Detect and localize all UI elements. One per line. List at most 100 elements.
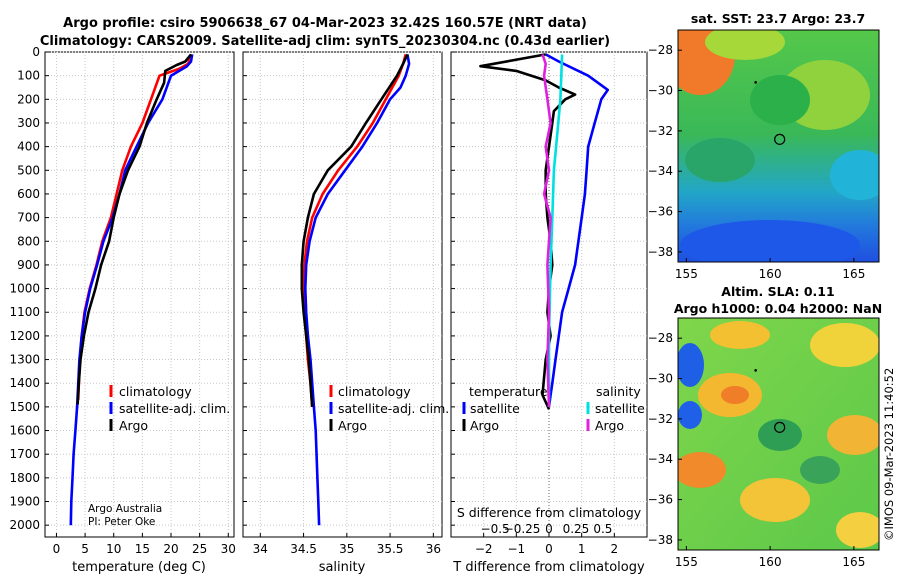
y-tick-label: 900: [17, 258, 40, 272]
sst-cool-patch: [685, 138, 755, 182]
map-x-tick-label: 165: [842, 555, 865, 569]
series-line-s-argo: [541, 53, 552, 407]
sst-warm-patch: [705, 30, 785, 60]
credit-line-1: Argo Australia: [88, 503, 162, 515]
temperature-ticks: 0100200300400500600700800900100011001200…: [9, 45, 235, 556]
x-tick-label: 0: [545, 542, 553, 556]
map-y-tick-label: −34: [648, 164, 673, 178]
sla-high-eddy: [678, 452, 726, 488]
y-tick-label: 1400: [9, 376, 40, 390]
argo-track-point: [754, 81, 757, 84]
sla-low-eddy: [678, 343, 704, 387]
sla-map-subtitle: Argo h1000: 0.04 h2000: NaN: [674, 301, 882, 316]
x-tick-label: 5: [81, 542, 89, 556]
sst-field: [678, 30, 879, 262]
x-tick-label: 30: [221, 542, 236, 556]
y-tick-label: 800: [17, 234, 40, 248]
difference-panel: −2 −1 0 1 2 S difference from climatology −0…: [450, 51, 648, 575]
legend-label-s-argo: Argo: [595, 418, 624, 433]
sla-low-eddy: [758, 419, 802, 451]
sla-low-eddy: [678, 401, 702, 429]
legend-label-t-argo: Argo: [470, 418, 499, 433]
sla-field: [678, 318, 879, 550]
series-line-satellite-adj-clim-: [303, 54, 411, 526]
y-tick-label: 1100: [9, 305, 40, 319]
y-tick-label: 0: [32, 45, 40, 59]
difference-legend: temperature salinity satellite Argo sate…: [462, 384, 645, 433]
legend-title-salinity: salinity: [596, 384, 641, 399]
map-y-tick-label: −30: [648, 372, 673, 386]
y-tick-label: 2000: [9, 518, 40, 532]
sla-high-eddy: [710, 321, 770, 349]
temperature-xlabel: temperature (deg C): [72, 560, 206, 575]
difference-ticks: −2 −1 0 1 2: [451, 51, 619, 556]
sla-map: Altim. SLA: 0.11 Argo h1000: 0.04 h2000:…: [648, 284, 883, 569]
x-tick-label: −1: [507, 542, 525, 556]
sla-high-eddy: [836, 512, 879, 548]
argo-location-marker: [774, 421, 786, 433]
y-tick-label: 1600: [9, 424, 40, 438]
sla-map-ticks: 155 160 165 −28 −30 −32 −34 −36 −38: [648, 331, 866, 569]
legend-label-satellite: satellite-adj. clim.: [338, 401, 449, 416]
sst-cool-patch: [830, 150, 879, 200]
map-y-tick-label: −36: [648, 205, 673, 219]
sla-map-frame: [677, 317, 880, 551]
series-line-argo: [76, 53, 193, 405]
map-y-tick-label: −38: [648, 533, 673, 547]
argo-location-marker: [774, 133, 786, 145]
x-tick-label: 34.5: [290, 542, 317, 556]
x-tick-label: −2: [475, 542, 493, 556]
imos-watermark: ©IMOS 09-Mar-2023 11:40:52: [882, 368, 896, 541]
y-tick-label: 400: [17, 140, 40, 154]
y-tick-label: 200: [17, 92, 40, 106]
t-difference-label: T difference from climatology: [452, 560, 645, 575]
map-y-tick-label: −28: [648, 43, 673, 57]
difference-series: [479, 53, 610, 410]
s-tick-label: 0.25: [563, 522, 590, 536]
map-y-tick-label: −36: [648, 493, 673, 507]
sst-map-frame: [677, 29, 880, 263]
legend-title-temperature: temperature: [469, 384, 548, 399]
map-x-tick-label: 155: [675, 267, 698, 281]
sla-high-eddy: [810, 323, 879, 367]
series-line-argo: [300, 53, 409, 407]
temperature-panel: 0100200300400500600700800900100011001200…: [9, 45, 235, 575]
s-difference-label: S difference from climatology: [457, 505, 642, 520]
x-tick-label: 35.5: [377, 542, 404, 556]
x-tick-label: 36: [426, 542, 441, 556]
legend-label-climatology: climatology: [119, 384, 192, 399]
sst-map-ticks: 155 160 165 −28 −30 −32 −34 −36 −38: [648, 43, 866, 281]
figure-subtitle: Climatology: CARS2009. Satellite-adj cli…: [40, 34, 610, 49]
x-tick-label: 10: [106, 542, 121, 556]
credit-line-2: PI: Peter Oke: [88, 516, 155, 528]
map-x-tick-label: 160: [759, 267, 782, 281]
salinity-panel: 34 34.5 35 35.5 36 salinity climatology sate…: [242, 51, 449, 575]
y-tick-label: 1500: [9, 400, 40, 414]
map-x-tick-label: 155: [675, 555, 698, 569]
x-tick-label: 2: [611, 542, 619, 556]
sst-cold-patch: [680, 220, 860, 262]
y-tick-label: 600: [17, 187, 40, 201]
y-tick-label: 1700: [9, 447, 40, 461]
map-y-tick-label: −30: [648, 84, 673, 98]
map-y-tick-label: −34: [648, 452, 673, 466]
salinity-series: [300, 53, 411, 526]
x-tick-label: 15: [135, 542, 150, 556]
s-difference-ticks: −0.5−0.25 0 0.25 0.5: [481, 522, 613, 536]
sla-high-eddy: [827, 415, 879, 455]
y-tick-label: 1200: [9, 329, 40, 343]
y-tick-label: 1900: [9, 495, 40, 509]
y-tick-label: 1300: [9, 353, 40, 367]
legend-label-argo: Argo: [119, 418, 148, 433]
x-tick-label: 0: [53, 542, 61, 556]
salinity-xlabel: salinity: [319, 560, 366, 575]
map-y-tick-label: −32: [648, 412, 673, 426]
temperature-series: [69, 53, 194, 526]
y-tick-label: 500: [17, 163, 40, 177]
sla-high-eddy-core: [721, 386, 749, 404]
legend-label-s-satellite: satellite: [595, 401, 645, 416]
y-tick-label: 300: [17, 116, 40, 130]
legend-label-climatology: climatology: [338, 384, 411, 399]
x-tick-label: 20: [163, 542, 178, 556]
